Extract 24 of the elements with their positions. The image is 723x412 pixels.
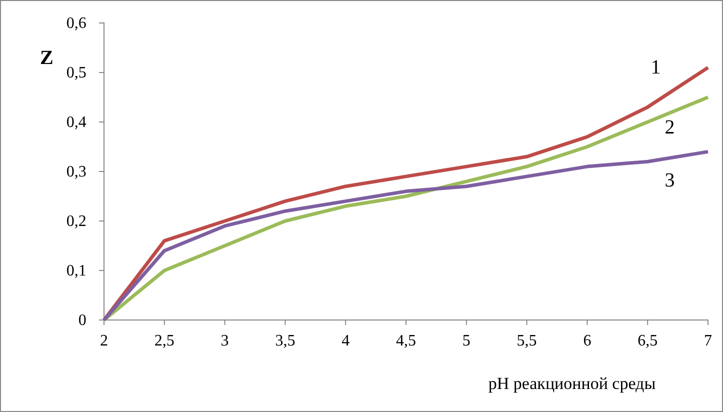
x-tick-label: 5 [462,332,470,350]
y-tick-label: 0,2 [66,213,86,230]
y-tick-label: 0,1 [66,262,86,280]
y-tick-label: 0,4 [66,114,86,132]
series-label: 1 [650,56,661,78]
x-tick-label: 6 [583,332,592,350]
line-series [102,150,710,322]
x-tick-label: 7 [704,332,712,350]
x-tick-label: 2,5 [154,332,174,350]
x-tick-label: 5,5 [516,332,537,350]
series-label: 3 [664,170,675,192]
y-axis-title: Z [40,47,54,69]
x-tick-label: 4 [342,332,350,350]
x-tick-label: 3,5 [275,332,296,350]
series-label: 2 [664,116,675,139]
y-tick-label: 0,3 [66,164,86,181]
x-tick-label: 4,5 [396,332,416,350]
x-tick-label: 6,5 [638,332,658,350]
y-tick-label: 0,6 [66,15,86,32]
x-tick-label: 3 [220,332,229,350]
y-tick-label: 0,5 [66,64,86,82]
x-tick-label: 2 [100,332,108,350]
x-axis-title: pH реакционной среды [488,374,656,393]
y-tick-label: 0 [78,312,86,330]
